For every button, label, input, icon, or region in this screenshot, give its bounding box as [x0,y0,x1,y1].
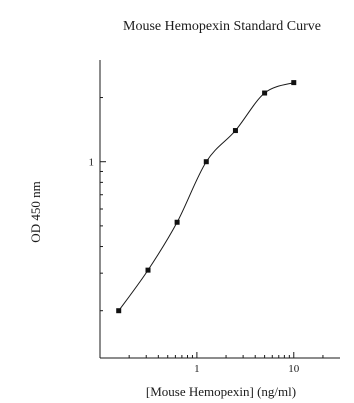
chart-title: Mouse Hemopexin Standard Curve [123,19,321,34]
data-point [145,267,151,273]
plot-area: 1 10 1 [89,60,340,375]
data-point [291,80,297,86]
y-axis-label: OD 450 nm [28,181,43,242]
y-tick-label: 1 [89,157,95,169]
data-point [116,308,122,314]
x-tick-label: 10 [288,363,300,375]
data-point [262,90,268,96]
x-axis-label: [Mouse Hemopexin] (ng/ml) [146,384,296,399]
data-point [232,128,238,134]
data-point [203,159,209,165]
data-point [174,219,180,225]
standard-curve-line [118,82,294,312]
x-tick-label: 1 [194,363,200,375]
